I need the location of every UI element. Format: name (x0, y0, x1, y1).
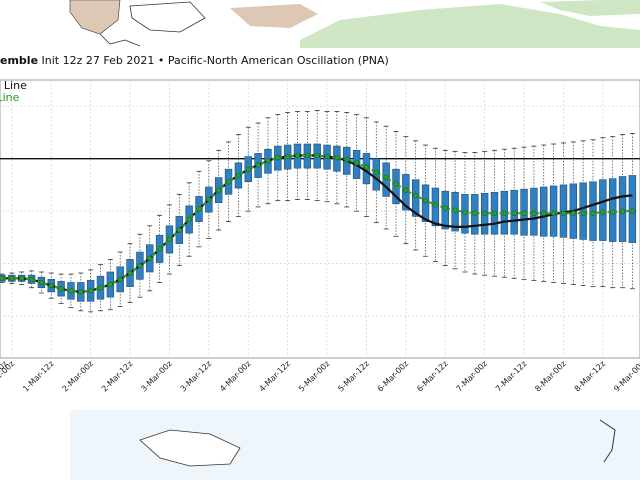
x-tick-label: 4-Mar-00z (218, 359, 253, 394)
mean-point (147, 255, 153, 261)
mean-line (2, 154, 633, 293)
mean-point (383, 174, 389, 181)
mean-point (48, 283, 54, 289)
mean-point (265, 158, 271, 164)
mean-point (472, 210, 478, 216)
x-tick-label: 8-Mar-00z (533, 359, 568, 394)
mean-point (590, 210, 596, 216)
mean-point (511, 210, 517, 216)
mean-point (166, 236, 173, 243)
mean-point (501, 210, 507, 216)
mean-point (176, 227, 182, 233)
mean-point (78, 289, 84, 295)
mean-point (413, 192, 419, 198)
mean-point (619, 208, 626, 214)
mean-point (363, 164, 370, 170)
mean-point (9, 275, 15, 281)
x-tick-label: 6-Mar-12z (415, 359, 450, 394)
x-tick-label: 5-Mar-12z (336, 359, 371, 394)
mean-point (482, 210, 488, 216)
mean-point (28, 276, 35, 282)
mean-point (354, 160, 360, 166)
legend: ck Line n Line (0, 80, 27, 104)
mean-point (452, 207, 458, 213)
x-tick-label: 3-Mar-00z (139, 359, 174, 394)
x-tick-label: 5-Mar-00z (297, 359, 332, 394)
mean-point (88, 288, 94, 294)
x-tick-label: 3-Mar-12z (179, 359, 214, 394)
x-tick-label: 6-Mar-00z (376, 359, 411, 394)
mean-point (196, 206, 202, 212)
mean-point (344, 157, 350, 163)
mean-point (432, 202, 439, 208)
mean-point (541, 210, 547, 216)
mean-point (373, 169, 379, 175)
mean-point (560, 210, 567, 216)
mean-point (610, 209, 616, 215)
mean-point (600, 209, 606, 215)
mean-point (0, 275, 5, 281)
mean-point (235, 172, 241, 179)
mean-point (442, 205, 448, 211)
plot-frame (0, 79, 640, 359)
mean-point (245, 166, 251, 172)
model-name: emble (0, 54, 39, 67)
mean-point (186, 216, 192, 223)
x-tick-label: 9-Mar-00z (612, 359, 640, 394)
x-tick-label: 2-Mar-00z (61, 359, 96, 394)
separator: • (157, 54, 165, 67)
mean-point (107, 281, 113, 288)
mean-point (314, 152, 320, 159)
x-tick-label: 2-Mar-12z (100, 359, 135, 394)
mean-point (68, 288, 74, 294)
x-tick-label: 7-Mar-12z (494, 359, 529, 394)
background-map-top (0, 0, 640, 48)
index-name: Pacific-North American Oscillation (PNA) (167, 54, 389, 67)
mean-point (304, 152, 310, 159)
mean-point (127, 270, 133, 276)
x-tick-label: 4-Mar-12z (258, 359, 293, 394)
mean-point (285, 153, 291, 160)
mean-point (580, 210, 586, 216)
mean-point (422, 198, 429, 204)
mean-point (334, 155, 340, 161)
legend-mean-line: n Line (0, 91, 20, 104)
init-time: Init 12z 27 Feb 2021 (41, 54, 155, 67)
control-line (2, 154, 633, 294)
mean-point (255, 162, 261, 168)
mean-point (393, 181, 399, 187)
mean-point (225, 179, 232, 185)
mean-point (216, 187, 222, 193)
mean-point (531, 210, 537, 216)
background-map-bottom (0, 400, 640, 480)
mean-point (462, 209, 468, 215)
box (421, 184, 430, 222)
mean-point (550, 210, 557, 216)
chart-header: emble Init 12z 27 Feb 2021 • Pacific-Nor… (0, 50, 640, 72)
mean-point (137, 263, 143, 269)
mean-point (38, 279, 45, 286)
mean-point (521, 210, 527, 216)
mean-point (275, 155, 281, 161)
mean-point (491, 210, 498, 216)
mean-point (294, 152, 301, 159)
mean-point (19, 275, 25, 281)
mean-point (58, 286, 64, 292)
legend-control-line: ck Line (0, 79, 27, 92)
mean-point (206, 196, 212, 203)
x-tick-label: 1-Mar-12z (21, 359, 56, 394)
mean-point (570, 210, 576, 216)
x-tick-label: 8-Mar-12z (573, 359, 608, 394)
mean-point (324, 153, 330, 160)
mean-point (117, 276, 123, 282)
mean-point (157, 246, 163, 252)
x-tick-label: 7-Mar-00z (455, 359, 490, 394)
mean-point (97, 285, 104, 291)
x-tick-label-partial: -00z (0, 359, 9, 378)
mean-point (629, 208, 636, 214)
mean-point (403, 187, 409, 193)
